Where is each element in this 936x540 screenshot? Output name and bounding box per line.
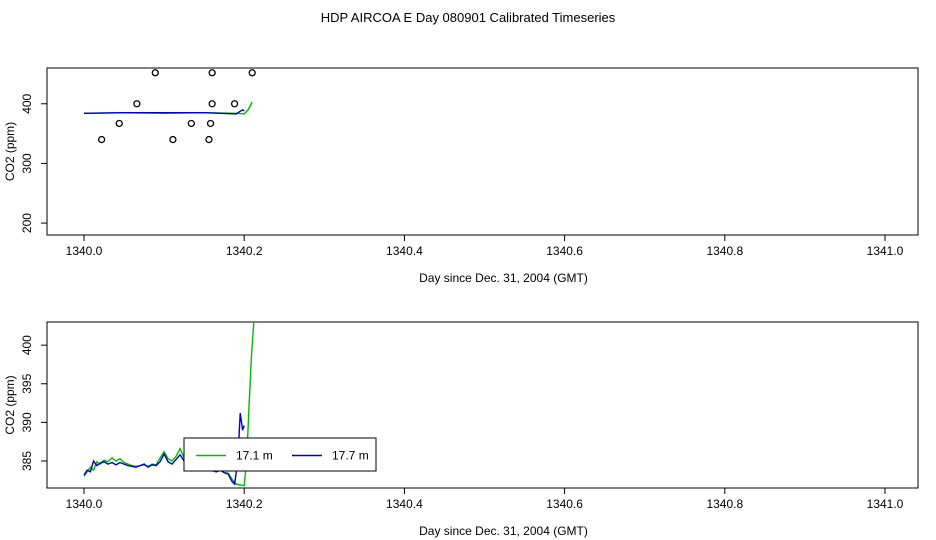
x-tick-label: 1340.4 — [386, 244, 423, 258]
y-axis-label: CO2 (ppm) — [3, 122, 17, 181]
series-line-green — [83, 321, 255, 487]
y-tick-label: 400 — [20, 93, 34, 113]
x-axis-label: Day since Dec. 31, 2004 (GMT) — [419, 524, 588, 538]
legend-label: 17.1 m — [236, 449, 273, 463]
x-tick-label: 1340.8 — [706, 244, 743, 258]
data-point — [133, 100, 141, 108]
data-point — [208, 69, 216, 77]
y-tick-label: 400 — [20, 335, 34, 355]
y-tick-label: 300 — [20, 153, 34, 173]
y-tick-label: 395 — [20, 373, 34, 393]
data-point — [169, 135, 177, 144]
data-point — [206, 119, 215, 128]
y-tick-label: 385 — [20, 451, 34, 471]
bottom-panel: 1340.0 1340.2 1340.4 1340.6 1340.8 1341.0 385 3… — [3, 321, 919, 538]
x-axis-label: Day since Dec. 31, 2004 (GMT) — [419, 271, 588, 285]
x-tick-label: 1340.2 — [226, 497, 263, 511]
data-point — [97, 135, 106, 144]
legend-box — [183, 437, 377, 472]
x-tick-label: 1341.0 — [867, 497, 904, 511]
x-tick-label: 1340.0 — [66, 497, 103, 511]
x-tick-label: 1341.0 — [867, 244, 904, 258]
y-tick-label: 390 — [20, 412, 34, 432]
plot-frame — [46, 321, 919, 489]
data-point — [115, 119, 123, 128]
y-axis-label: CO2 (ppm) — [3, 375, 17, 434]
x-tick-label: 1340.4 — [386, 497, 423, 511]
x-tick-label: 1340.2 — [226, 244, 263, 258]
x-tick-label: 1340.0 — [66, 244, 103, 258]
plot-frame — [46, 67, 919, 236]
data-point — [248, 69, 256, 77]
data-point — [151, 69, 159, 77]
series-line-blue — [83, 108, 245, 115]
legend-label: 17.7 m — [332, 449, 369, 463]
data-point — [230, 100, 239, 108]
series-line-blue — [83, 413, 245, 486]
top-panel: 1340.0 1340.2 1340.4 1340.6 1340.8 1341.0 200 3… — [3, 67, 919, 285]
x-tick-label: 1340.6 — [546, 497, 583, 511]
data-point — [187, 119, 195, 128]
figure-title: HDP AIRCOA E Day 080901 Calibrated Times… — [321, 10, 616, 25]
x-tick-label: 1340.6 — [546, 244, 583, 258]
y-tick-label: 200 — [20, 213, 34, 233]
x-tick-label: 1340.8 — [706, 497, 743, 511]
data-point — [205, 135, 213, 144]
data-point — [208, 100, 216, 108]
